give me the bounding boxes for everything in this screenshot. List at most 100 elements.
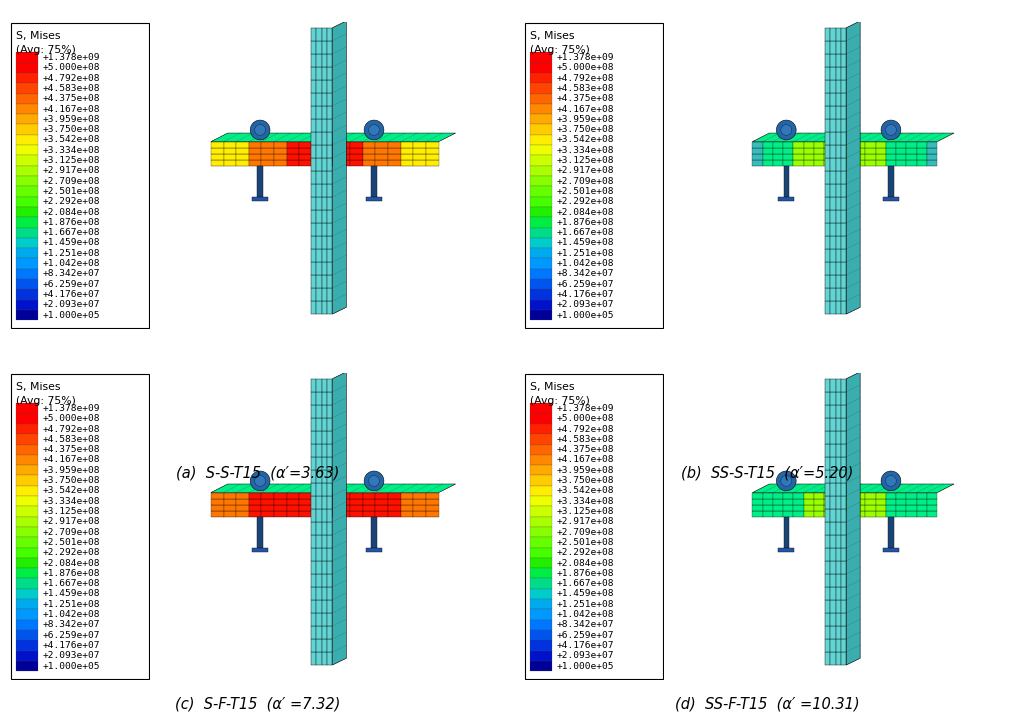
Text: +5.000e+08: +5.000e+08 — [556, 414, 613, 423]
Bar — [886, 492, 896, 499]
Bar — [896, 148, 906, 154]
Bar — [830, 405, 836, 418]
Bar — [15, 578, 38, 589]
Bar — [830, 496, 836, 509]
Bar — [841, 639, 847, 652]
Bar — [236, 142, 249, 148]
Bar — [337, 148, 351, 154]
Text: +1.378e+09: +1.378e+09 — [43, 404, 100, 413]
Text: +3.125e+08: +3.125e+08 — [556, 507, 613, 516]
Bar — [917, 499, 927, 505]
Bar — [223, 160, 236, 166]
Bar — [824, 142, 835, 148]
Bar — [327, 548, 332, 561]
Bar — [311, 93, 316, 106]
Bar — [824, 405, 830, 418]
Bar — [311, 535, 316, 548]
Bar — [841, 236, 847, 249]
Text: +2.093e+07: +2.093e+07 — [43, 651, 100, 660]
Bar — [400, 160, 414, 166]
Bar — [211, 160, 223, 166]
Bar — [316, 600, 322, 613]
Circle shape — [886, 475, 897, 486]
Circle shape — [364, 471, 384, 491]
Bar — [15, 620, 38, 630]
Bar — [311, 158, 316, 171]
Bar — [15, 248, 38, 258]
Bar — [841, 158, 847, 171]
Bar — [824, 54, 830, 67]
Bar — [824, 496, 830, 509]
Bar — [906, 154, 917, 160]
Text: (c)  S-F-T15  (α′ =7.32): (c) S-F-T15 (α′ =7.32) — [175, 697, 340, 711]
Bar — [794, 142, 804, 148]
Bar — [316, 275, 322, 288]
Bar — [836, 483, 841, 496]
Bar — [841, 132, 847, 145]
Bar — [316, 522, 322, 535]
Bar — [841, 613, 847, 626]
Bar — [841, 379, 847, 392]
Bar — [841, 197, 847, 210]
Bar — [249, 505, 262, 511]
Bar — [830, 145, 836, 158]
Bar — [363, 148, 375, 154]
Bar — [322, 652, 327, 665]
Bar — [363, 492, 375, 499]
Bar — [530, 589, 552, 599]
Bar — [784, 142, 794, 148]
Bar — [311, 613, 316, 626]
Bar — [400, 511, 414, 517]
Bar — [327, 184, 332, 197]
Bar — [322, 275, 327, 288]
Bar — [875, 499, 886, 505]
Bar — [752, 160, 762, 166]
Bar — [236, 499, 249, 505]
Text: +1.000e+05: +1.000e+05 — [556, 310, 613, 320]
Bar — [311, 652, 316, 665]
Bar — [211, 505, 223, 511]
Bar — [841, 54, 847, 67]
Bar — [366, 197, 382, 201]
Bar — [814, 511, 824, 517]
Bar — [889, 166, 894, 197]
Bar — [371, 517, 377, 548]
Bar — [15, 599, 38, 609]
Text: +1.667e+08: +1.667e+08 — [556, 579, 613, 588]
Text: S, Mises: S, Mises — [15, 382, 60, 392]
Bar — [363, 505, 375, 511]
Bar — [836, 41, 841, 54]
Bar — [363, 511, 375, 517]
Bar — [917, 505, 927, 511]
Bar — [886, 148, 896, 154]
Text: +1.042e+08: +1.042e+08 — [556, 610, 613, 619]
Bar — [262, 499, 274, 505]
Bar — [841, 535, 847, 548]
Bar — [15, 434, 38, 444]
Bar — [530, 135, 552, 145]
Bar — [841, 431, 847, 444]
Bar — [906, 148, 917, 154]
Bar — [841, 587, 847, 600]
Bar — [312, 499, 325, 505]
Bar — [400, 142, 414, 148]
Bar — [426, 148, 438, 154]
Bar — [211, 499, 223, 505]
Bar — [530, 403, 552, 413]
Bar — [814, 505, 824, 511]
Bar — [824, 652, 830, 665]
Bar — [300, 499, 312, 505]
Bar — [400, 505, 414, 511]
Bar — [286, 142, 300, 148]
Bar — [835, 148, 845, 154]
Circle shape — [781, 475, 792, 486]
Bar — [845, 160, 855, 166]
Bar — [337, 505, 351, 511]
Bar — [337, 142, 351, 148]
Text: +2.917e+08: +2.917e+08 — [43, 166, 100, 176]
Bar — [316, 119, 322, 132]
Bar — [804, 511, 814, 517]
Text: (d)  SS-F-T15  (α′ =10.31): (d) SS-F-T15 (α′ =10.31) — [675, 697, 860, 711]
Text: S, Mises: S, Mises — [530, 382, 574, 392]
Bar — [286, 499, 300, 505]
